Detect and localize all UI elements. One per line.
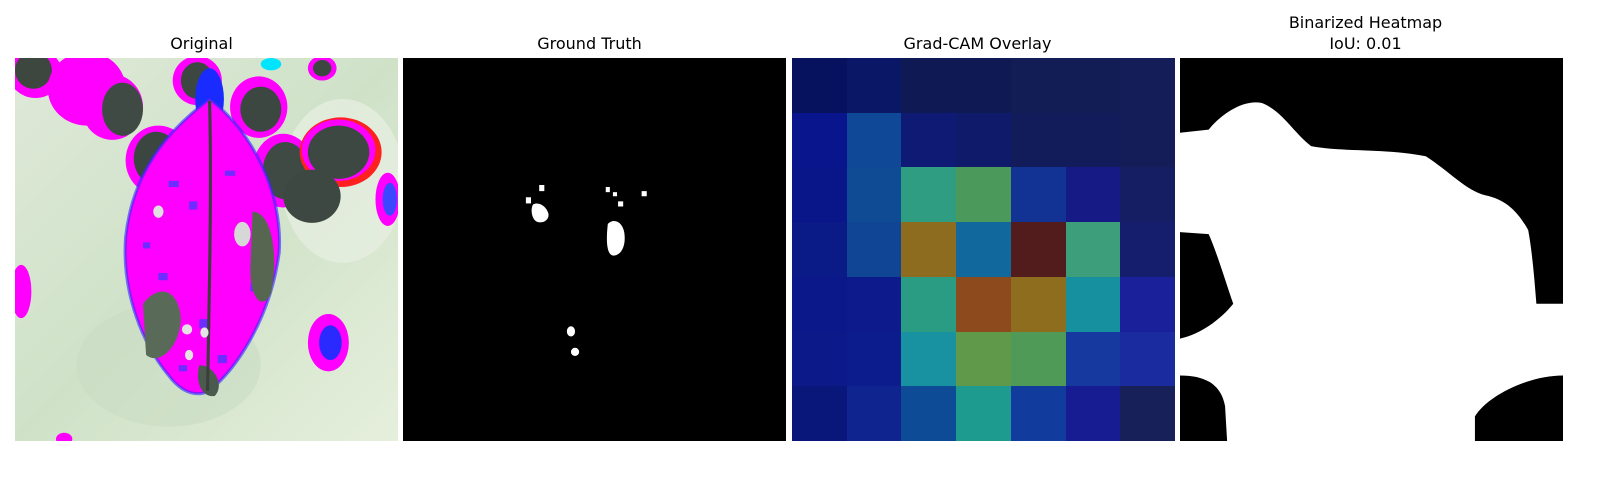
heatmap-cell	[901, 386, 957, 441]
binarized-heatmap-title: Binarized Heatmap	[1288, 13, 1443, 32]
gradcam-heatmap-grid	[792, 58, 1175, 441]
heatmap-cell	[1065, 112, 1121, 168]
heatmap-cell	[1065, 331, 1121, 387]
heatmap-cell	[792, 331, 847, 387]
heatmap-cell	[1010, 58, 1066, 113]
heatmap-cell	[1010, 112, 1066, 168]
heatmap-cell	[1010, 167, 1066, 223]
binarized-heatmap	[1180, 58, 1563, 441]
heatmap-cell	[1010, 276, 1066, 332]
heatmap-cell	[846, 331, 902, 387]
heatmap-cell	[1120, 58, 1175, 113]
heatmap-cell	[956, 58, 1012, 113]
heatmap-cell	[1120, 276, 1175, 332]
heatmap-cell	[1010, 386, 1066, 441]
heatmap-cell	[792, 222, 847, 278]
heatmap-cell	[1065, 276, 1121, 332]
iou-score-label: IoU: 0.01	[1329, 34, 1402, 53]
ground-truth-picture	[403, 58, 786, 441]
heatmap-cell	[901, 167, 957, 223]
heatmap-cell	[846, 58, 902, 113]
gradcam-overlay	[792, 58, 1175, 441]
heatmap-cell	[846, 386, 902, 441]
heatmap-cell	[846, 276, 902, 332]
heatmap-cell	[956, 276, 1012, 332]
heatmap-cell	[1120, 331, 1175, 387]
heatmap-cell	[1065, 386, 1121, 441]
heatmap-cell	[1065, 222, 1121, 278]
ground-truth-mask	[403, 58, 786, 441]
heatmap-cell	[1120, 112, 1175, 168]
heatmap-cell	[846, 222, 902, 278]
heatmap-cell	[1010, 222, 1066, 278]
heatmap-cell	[956, 331, 1012, 387]
heatmap-cell	[846, 167, 902, 223]
heatmap-cell	[792, 167, 847, 223]
heatmap-cell	[956, 112, 1012, 168]
binarized-heatmap-picture	[1180, 58, 1563, 441]
heatmap-cell	[901, 222, 957, 278]
heatmap-cell	[1120, 386, 1175, 441]
heatmap-cell	[956, 167, 1012, 223]
heatmap-cell	[792, 112, 847, 168]
original-title: Original	[170, 34, 233, 53]
heatmap-cell	[901, 112, 957, 168]
heatmap-cell	[1120, 167, 1175, 223]
heatmap-cell	[792, 386, 847, 441]
original-image	[15, 58, 398, 441]
heatmap-cell	[901, 58, 957, 113]
heatmap-cell	[846, 112, 902, 168]
ground-truth-title: Ground Truth	[537, 34, 642, 53]
heatmap-cell	[956, 386, 1012, 441]
heatmap-cell	[901, 276, 957, 332]
gradcam-overlay-title: Grad-CAM Overlay	[903, 34, 1052, 53]
heatmap-cell	[792, 276, 847, 332]
heatmap-cell	[901, 331, 957, 387]
heatmap-cell	[792, 58, 847, 113]
original-leaf-picture	[15, 58, 398, 441]
heatmap-cell	[956, 222, 1012, 278]
heatmap-cell	[1010, 331, 1066, 387]
heatmap-cell	[1065, 58, 1121, 113]
heatmap-cell	[1065, 167, 1121, 223]
heatmap-cell	[1120, 222, 1175, 278]
